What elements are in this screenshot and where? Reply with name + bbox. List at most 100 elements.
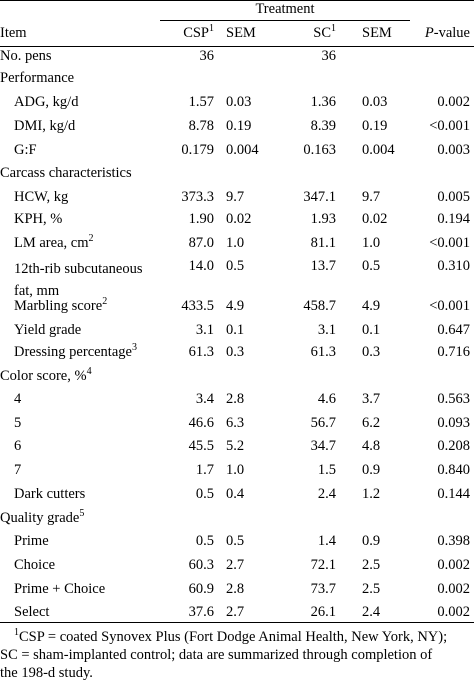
cell-sem1: 0.4 [226, 486, 245, 502]
cell-p: 0.310 [437, 258, 470, 274]
cell-csp: 60.3 [188, 557, 214, 573]
cell-sem2: 0.3 [362, 344, 381, 360]
cell-p: 0.002 [437, 581, 470, 597]
cell-sem1: 0.3 [226, 344, 245, 360]
cell-p: <0.001 [429, 235, 470, 251]
row-label: HCW, kg [14, 189, 69, 205]
cell-sem2: 0.19 [362, 118, 388, 134]
p-value-header: P-value [424, 25, 470, 41]
cell-sem2: 0.02 [362, 211, 388, 227]
cell-csp: 0.179 [181, 142, 214, 158]
cell-sc: 36 [321, 48, 337, 64]
cell-csp: 3.4 [195, 391, 214, 407]
sc-header: SC1 [313, 23, 336, 41]
cell-p: 0.840 [437, 462, 470, 478]
cell-sem2: 0.1 [362, 322, 381, 338]
cell-p: 0.716 [437, 344, 470, 360]
item-header: Item [0, 25, 27, 41]
sem1-header: SEM [226, 25, 256, 41]
cell-sem2: 4.8 [362, 438, 381, 454]
row-label: 12th-rib subcutaneous fat, mm [14, 261, 143, 299]
cell-sem1: 0.1 [226, 322, 245, 338]
cell-p: 0.194 [437, 211, 470, 227]
row-label: ADG, kg/d [14, 94, 79, 110]
cell-p: 0.144 [437, 486, 470, 502]
cell-sem2: 2.4 [362, 604, 381, 620]
cell-p: <0.001 [429, 298, 470, 314]
cell-sc: 1.5 [317, 462, 336, 478]
row-label: Color score, %4 [0, 366, 92, 384]
row-label: Choice [14, 557, 56, 573]
cell-sem1: 0.02 [226, 211, 252, 227]
cell-sem1: 2.7 [226, 557, 245, 573]
cell-sem2: 0.9 [362, 533, 381, 549]
treatment-subrule [160, 20, 410, 21]
cell-sem2: 0.9 [362, 462, 381, 478]
cell-sc: 2.4 [317, 486, 336, 502]
cell-p: 0.005 [437, 189, 470, 205]
cell-sem2: 0.03 [362, 94, 388, 110]
cell-csp: 373.3 [181, 189, 214, 205]
row-label: Marbling score2 [14, 296, 108, 314]
cell-sc: 3.1 [317, 322, 336, 338]
cell-sc: 13.7 [310, 258, 336, 274]
cell-p: 0.002 [437, 604, 470, 620]
cell-p: 0.003 [437, 142, 470, 158]
cell-csp: 36 [199, 48, 215, 64]
cell-csp: 61.3 [188, 344, 214, 360]
cell-sc: 34.7 [310, 438, 336, 454]
cell-p: 0.093 [437, 415, 470, 431]
cell-sc: 61.3 [310, 344, 336, 360]
cell-csp: 14.0 [188, 258, 214, 274]
cell-sem2: 2.5 [362, 557, 381, 573]
row-label: 6 [14, 438, 22, 454]
cell-sc: 458.7 [303, 298, 336, 314]
row-label: KPH, % [14, 211, 63, 227]
cell-sem1: 2.7 [226, 604, 245, 620]
cell-sc: 4.6 [317, 391, 336, 407]
cell-csp: 37.6 [188, 604, 214, 620]
row-label: Prime + Choice [14, 581, 106, 597]
row-label: Carcass characteristics [0, 165, 132, 181]
cell-sc: 0.163 [303, 142, 336, 158]
cell-sem1: 2.8 [226, 581, 245, 597]
row-label: Dark cutters [14, 486, 86, 502]
cell-sem2: 2.5 [362, 581, 381, 597]
cell-sc: 1.93 [310, 211, 336, 227]
row-label: 5 [14, 415, 22, 431]
row-label: 7 [14, 462, 22, 478]
cell-sc: 81.1 [310, 235, 336, 251]
cell-sem1: 0.03 [226, 94, 252, 110]
cell-sc: 73.7 [310, 581, 336, 597]
cell-csp: 0.5 [195, 486, 214, 502]
cell-p: 0.002 [437, 557, 470, 573]
cell-csp: 87.0 [188, 235, 214, 251]
cell-sem1: 1.0 [226, 462, 245, 478]
cell-sem2: 6.2 [362, 415, 381, 431]
cell-sem1: 2.8 [226, 391, 245, 407]
cell-sem1: 1.0 [226, 235, 245, 251]
cell-csp: 45.5 [188, 438, 214, 454]
cell-sem1: 0.5 [226, 533, 245, 549]
cell-csp: 1.57 [188, 94, 214, 110]
row-label: Quality grade5 [0, 508, 85, 526]
top-rule [0, 0, 474, 1]
cell-sc: 56.7 [310, 415, 336, 431]
cell-sc: 72.1 [310, 557, 336, 573]
cell-sem2: 9.7 [362, 189, 381, 205]
row-label: Prime [14, 533, 49, 549]
footnote: 1CSP = coated Synovex Plus (Fort Dodge A… [0, 627, 448, 681]
cell-sc: 8.39 [310, 118, 336, 134]
header-rule [0, 46, 474, 47]
cell-sc: 347.1 [303, 189, 336, 205]
row-label: 4 [14, 391, 22, 407]
cell-csp: 3.1 [195, 322, 214, 338]
cell-sem1: 6.3 [226, 415, 245, 431]
cell-sem1: 9.7 [226, 189, 245, 205]
cell-sc: 26.1 [310, 604, 336, 620]
cell-sem2: 1.2 [362, 486, 381, 502]
cell-p: 0.398 [437, 533, 470, 549]
cell-sem2: 3.7 [362, 391, 381, 407]
csp-header: CSP1 [183, 23, 214, 41]
